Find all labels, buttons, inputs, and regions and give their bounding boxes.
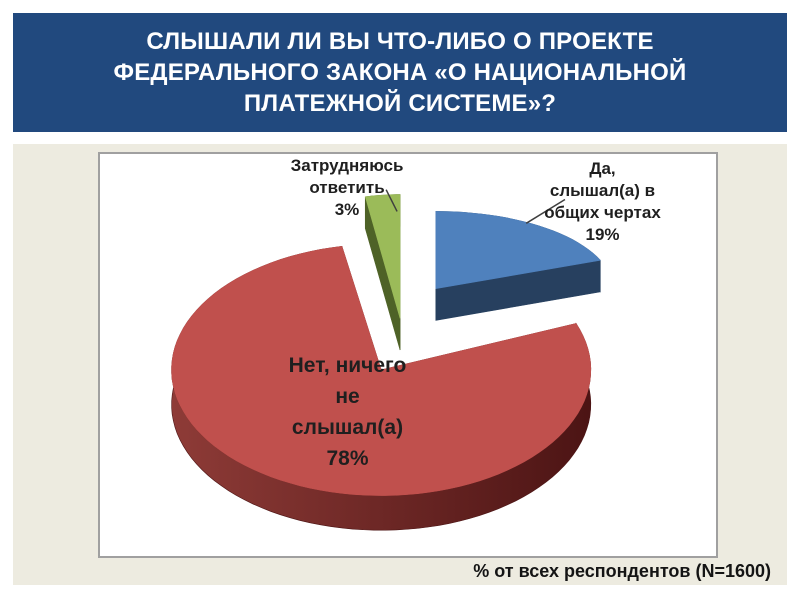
slide-title-line-1: СЛЫШАЛИ ЛИ ВЫ ЧТО-ЛИБО О ПРОЕКТЕ — [146, 28, 654, 55]
slide-title-line-2: ФЕДЕРАЛЬНОГО ЗАКОНА «О НАЦИОНАЛЬНОЙ — [113, 59, 687, 86]
slice-label-no-line-2: не — [335, 385, 360, 408]
slice-label-yes-line-3: общих чертах — [544, 203, 661, 222]
footer-note: % от всех респондентов (N=1600) — [473, 561, 771, 581]
slice-label-yes-heard: Да, слышал(а) в общих чертах 19% — [520, 158, 685, 246]
slide-background: Затрудняюсь ответить 3% Да, слышал(а) в … — [13, 144, 787, 585]
slice-label-no: Нет, ничего не слышал(а) 78% — [250, 350, 445, 474]
slice-label-undecided-line-1: Затрудняюсь — [290, 156, 404, 175]
slide-header: СЛЫШАЛИ ЛИ ВЫ ЧТО-ЛИБО О ПРОЕКТЕ ФЕДЕРАЛ… — [13, 13, 787, 132]
slice-label-undecided-value: 3% — [334, 200, 360, 219]
pie-top-no — [171, 245, 592, 496]
pie-top-undecided — [364, 194, 401, 319]
pie-chart-3d — [171, 189, 601, 531]
slice-label-yes-value: 19% — [585, 225, 620, 244]
slice-label-yes-line-1: Да, — [589, 159, 616, 178]
slide-title-line-3: ПЛАТЕЖНОЙ СИСТЕМЕ»? — [243, 90, 557, 117]
slice-label-yes-line-2: слышал(а) в — [549, 181, 656, 200]
pie-top-yes-heard — [435, 211, 601, 290]
slice-label-no-line-1: Нет, ничего — [288, 354, 407, 377]
slice-label-undecided: Затрудняюсь ответить 3% — [267, 155, 427, 221]
leader-line-undecided — [385, 189, 398, 212]
chart-panel: Затрудняюсь ответить 3% Да, слышал(а) в … — [98, 152, 718, 558]
slice-label-undecided-line-2: ответить — [309, 178, 385, 197]
pie-slices — [171, 194, 601, 531]
slice-label-no-line-3: слышал(а) — [291, 416, 404, 439]
leader-line-yes — [525, 198, 566, 224]
slice-label-no-value: 78% — [326, 447, 369, 470]
